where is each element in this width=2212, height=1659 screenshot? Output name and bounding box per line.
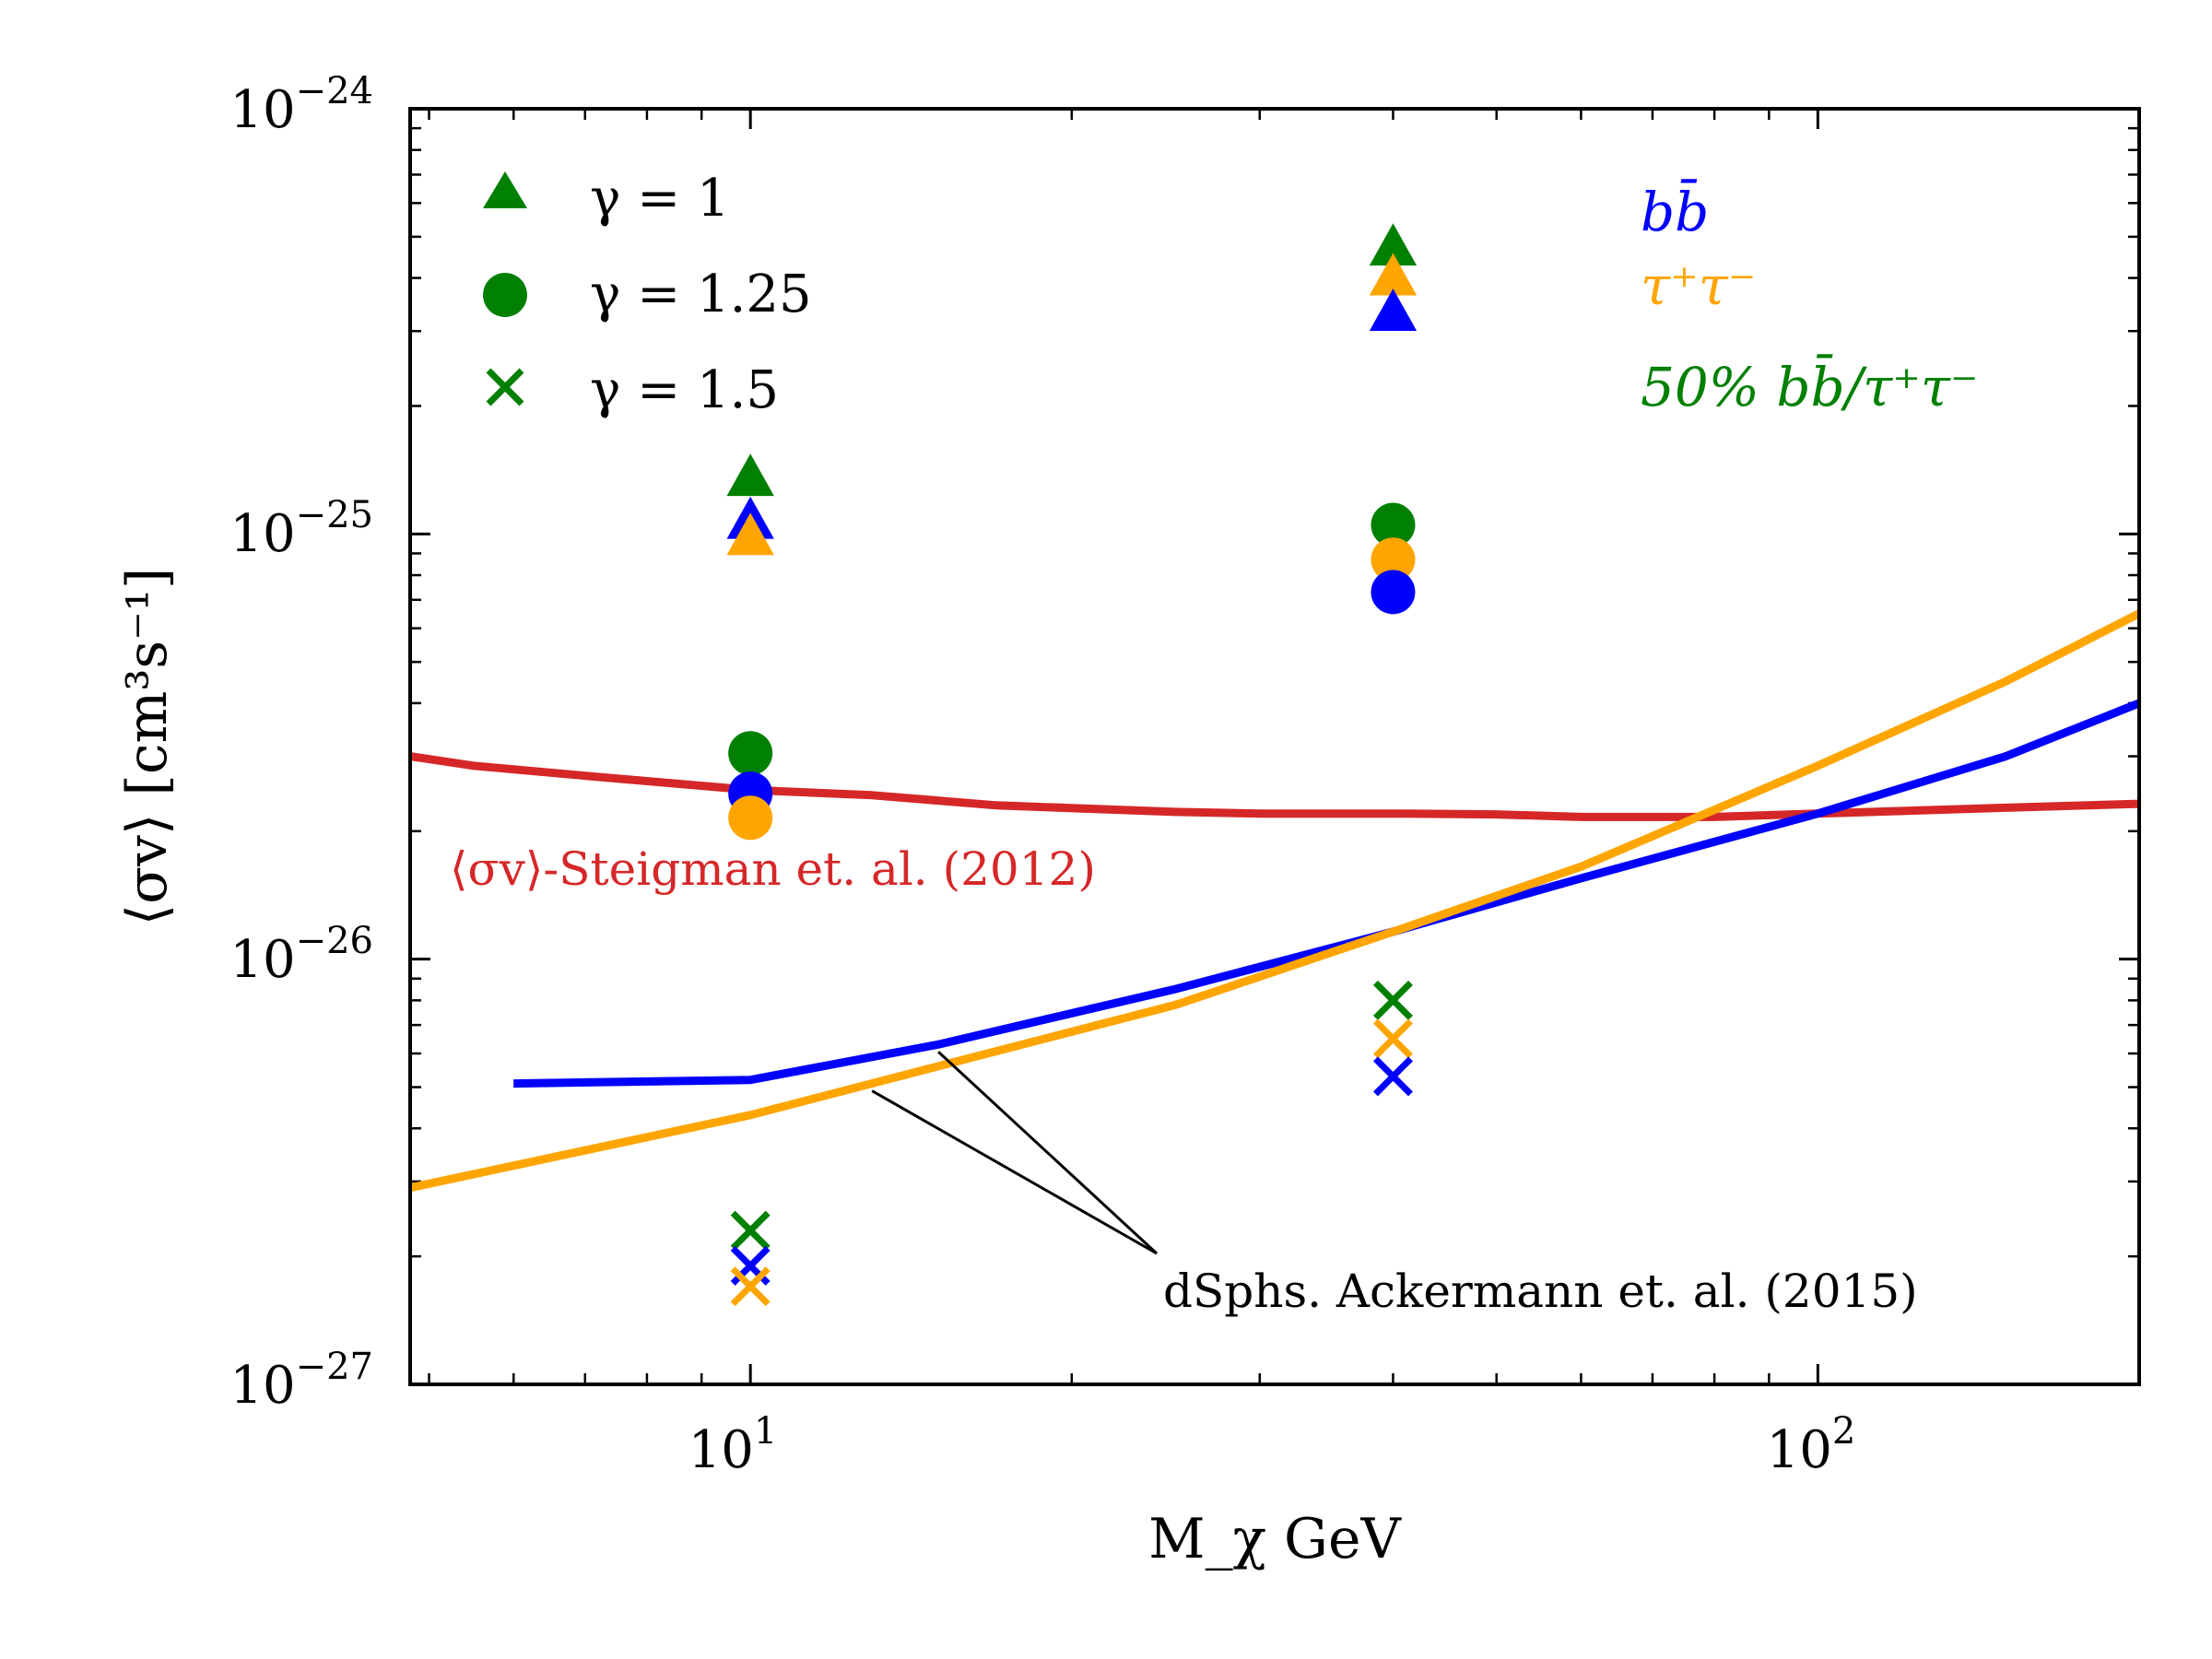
y-tick-label-1e-27: 10−27 bbox=[229, 1346, 373, 1416]
marker-x-mixed-40-stroke bbox=[1372, 980, 1413, 1020]
legend-marker-x bbox=[486, 368, 524, 406]
legend-label-gamma-1-5: γ = 1.5 bbox=[590, 360, 779, 420]
x-tick-label-100: 102 bbox=[1767, 1410, 1856, 1480]
marker-x-tautau-10-stroke bbox=[730, 1266, 771, 1307]
marker-x-mixed-10-stroke bbox=[730, 1210, 771, 1251]
ackermann-annotation: dSphs. Ackermann et. al. (2015) bbox=[1163, 1265, 1918, 1318]
legend-label-gamma-1-25: γ = 1.25 bbox=[590, 265, 812, 324]
annotation-pointers bbox=[871, 1051, 1159, 1255]
data-lines bbox=[409, 609, 2142, 1193]
channel-label-bb: bb̄ bbox=[1641, 178, 1709, 243]
steigman-annotation: ⟨σv⟩-Steigman et. al. (2012) bbox=[450, 842, 1096, 896]
marker-circle-mixed-40 bbox=[1371, 502, 1416, 547]
marker-triangle-mixed-10 bbox=[726, 453, 774, 497]
marker-x-bb-40-stroke bbox=[1372, 1056, 1413, 1097]
marker-circle-mixed-10 bbox=[728, 731, 773, 776]
x-axis-label: M_χ GeV bbox=[1148, 1507, 1402, 1571]
legend: γ = 1 γ = 1.25 γ = 1.5 bbox=[483, 169, 812, 420]
legend-marker-triangle bbox=[483, 171, 527, 208]
marker-circle-tautau-10 bbox=[728, 795, 773, 841]
marker-x-tautau-40-stroke bbox=[1372, 1018, 1413, 1059]
steigman-curve bbox=[409, 752, 2140, 821]
marker-circle-tautau-40 bbox=[1371, 537, 1416, 582]
y-axis-label: ⟨σv⟩ [cm³s⁻¹] bbox=[115, 568, 180, 926]
y-tick-label-1e-25: 10−25 bbox=[229, 494, 373, 564]
marker-x-bb-40 bbox=[1372, 1056, 1413, 1097]
pointer-line-bb bbox=[937, 1051, 1159, 1255]
channel-label-mixed: 50% bb̄/τ⁺τ⁻ bbox=[1641, 353, 1979, 418]
data-markers bbox=[726, 223, 1418, 1307]
marker-x-tautau-10 bbox=[730, 1266, 771, 1307]
marker-triangle-tautau-40 bbox=[1369, 253, 1418, 296]
ackermann-tautau-curve bbox=[409, 609, 2142, 1193]
legend-marker-circle bbox=[483, 273, 527, 317]
plot-frame bbox=[408, 107, 2141, 1386]
marker-triangle-bb-40 bbox=[1369, 288, 1418, 332]
marker-x-mixed-40 bbox=[1372, 980, 1413, 1020]
marker-circle-bb-40 bbox=[1371, 570, 1416, 615]
marker-x-tautau-40 bbox=[1372, 1018, 1413, 1059]
marker-triangle-tautau-10 bbox=[726, 512, 774, 556]
x-tick-label-10: 101 bbox=[688, 1410, 778, 1480]
y-tick-label-1e-24: 10−24 bbox=[229, 70, 373, 140]
marker-x-mixed-10 bbox=[730, 1210, 771, 1251]
channel-label-tautau: τ⁺τ⁻ bbox=[1641, 254, 1756, 317]
pointer-line-tautau bbox=[871, 1089, 1158, 1255]
legend-label-gamma-1: γ = 1 bbox=[590, 169, 730, 229]
marker-triangle-mixed-40 bbox=[1369, 223, 1418, 266]
y-tick-label-1e-26: 10−26 bbox=[229, 920, 373, 990]
